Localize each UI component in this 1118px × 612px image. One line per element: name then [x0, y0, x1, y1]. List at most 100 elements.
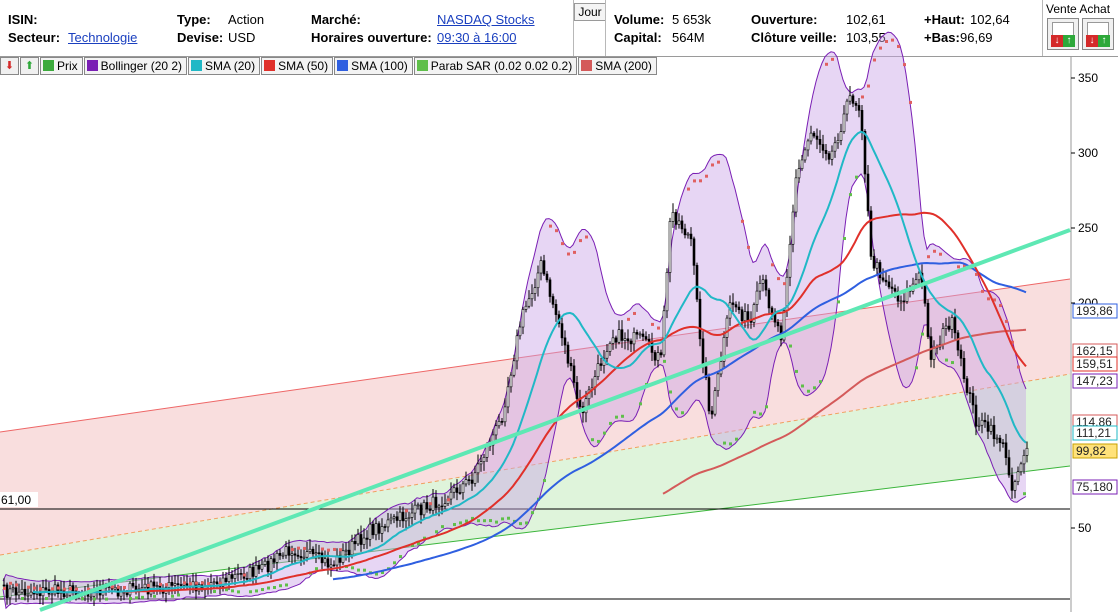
sar-dot: [663, 359, 666, 363]
sar-dot: [21, 597, 24, 601]
candle-body: [527, 298, 531, 307]
sar-dot: [303, 546, 306, 550]
collapse-up-button[interactable]: ⬆: [20, 56, 39, 75]
candle-body: [854, 103, 858, 106]
candle-body: [524, 305, 528, 310]
candle-body: [683, 228, 687, 236]
indicator-legend: ⬇ ⬆ Prix Bollinger (20 2) SMA (20) SMA (…: [0, 56, 657, 75]
candle-body: [68, 585, 72, 596]
sar-dot: [933, 249, 936, 253]
candle-body: [881, 277, 885, 281]
sar-dot: [927, 255, 930, 259]
candle-body: [866, 173, 870, 212]
marche-label: Marché:: [311, 12, 361, 27]
sar-dot: [915, 366, 918, 370]
candle-body: [551, 296, 555, 305]
legend-item-sma100[interactable]: SMA (100): [334, 56, 413, 75]
sar-dot: [507, 516, 510, 520]
collapse-down-button[interactable]: ⬇: [0, 56, 19, 75]
sar-dot: [249, 590, 252, 594]
candle-body: [437, 505, 441, 508]
legend-item-prix[interactable]: Prix: [40, 56, 83, 75]
horaires-link[interactable]: 09:30 à 16:00: [437, 30, 517, 45]
candle-body: [695, 265, 699, 300]
candle-body: [473, 472, 477, 484]
legend-item-sma200[interactable]: SMA (200): [578, 56, 657, 75]
sar-dot: [195, 581, 198, 585]
candle-body: [113, 586, 117, 590]
sar-dot: [297, 546, 300, 550]
legend-item-bollinger[interactable]: Bollinger (20 2): [83, 56, 188, 75]
candle-body: [776, 321, 780, 327]
sma200-line: [662, 328, 1027, 495]
candle-body: [38, 593, 42, 597]
candle-body: [950, 317, 954, 330]
candle-body: [125, 592, 129, 596]
candle-body: [512, 360, 516, 376]
secteur-link[interactable]: Technologie: [68, 30, 138, 45]
sar-dot: [759, 412, 762, 416]
period-button[interactable]: Jour: [574, 3, 606, 21]
candle-body: [821, 144, 825, 151]
sar-dot: [399, 555, 402, 559]
axis-tick-label: 50: [1078, 521, 1092, 535]
sar-dot: [495, 520, 498, 524]
swatch-icon: [191, 60, 203, 71]
candle-body: [521, 309, 525, 328]
candle-body: [800, 159, 804, 169]
legend-item-sma20[interactable]: SMA (20): [188, 56, 261, 75]
candle-body: [797, 168, 801, 179]
sar-dot: [255, 589, 258, 593]
sar-dot: [879, 46, 882, 50]
candle-body: [248, 567, 252, 580]
candle-body: [890, 286, 894, 289]
sar-dot: [147, 583, 150, 587]
candle-body: [1025, 447, 1029, 456]
sell-button[interactable]: ↓ ↑: [1047, 18, 1079, 50]
candle-body: [710, 410, 714, 415]
sar-dot: [81, 597, 84, 601]
sar-dot: [699, 179, 702, 183]
sar-dot: [585, 235, 588, 239]
candle-body: [470, 479, 474, 484]
candle-body: [266, 560, 270, 573]
legend-item-parab-sar[interactable]: Parab SAR (0.02 0.02 0.2): [413, 56, 578, 75]
candle-body: [71, 585, 75, 592]
candle-body: [383, 526, 387, 528]
sar-dot: [111, 585, 114, 589]
candle-body: [395, 516, 399, 521]
marche-link[interactable]: NASDAQ Stocks: [437, 12, 535, 27]
sar-dot: [543, 479, 546, 483]
candle-body: [275, 552, 279, 563]
legend-item-sma50[interactable]: SMA (50): [261, 56, 334, 75]
candle-body: [671, 212, 675, 222]
candle-body: [839, 131, 843, 141]
candle-body: [941, 328, 945, 345]
candle-body: [548, 279, 552, 297]
candle-body: [281, 554, 285, 557]
sar-dot: [477, 519, 480, 523]
candle-body: [44, 587, 48, 590]
bas-value: 96,69: [960, 30, 993, 45]
candle-body: [323, 558, 327, 564]
price-label-text: 193,86: [1076, 304, 1113, 318]
candle-body: [926, 302, 930, 337]
vente-achat-label: Vente Achat: [1046, 2, 1111, 16]
sar-dot: [705, 174, 708, 178]
candle-body: [644, 336, 648, 340]
sar-dot: [33, 586, 36, 590]
candle-body: [815, 135, 819, 140]
sar-dot: [987, 297, 990, 301]
candle-body: [674, 212, 678, 225]
devise-label: Devise:: [177, 30, 224, 45]
sar-dot: [15, 583, 18, 587]
candle-body: [917, 272, 921, 281]
candle-body: [692, 238, 696, 266]
candle-body: [740, 309, 744, 321]
sar-dot: [123, 585, 126, 589]
sar-dot: [861, 95, 864, 99]
buy-button[interactable]: ↓ ↑: [1082, 18, 1114, 50]
sar-dot: [561, 242, 564, 246]
sar-dot: [207, 582, 210, 586]
